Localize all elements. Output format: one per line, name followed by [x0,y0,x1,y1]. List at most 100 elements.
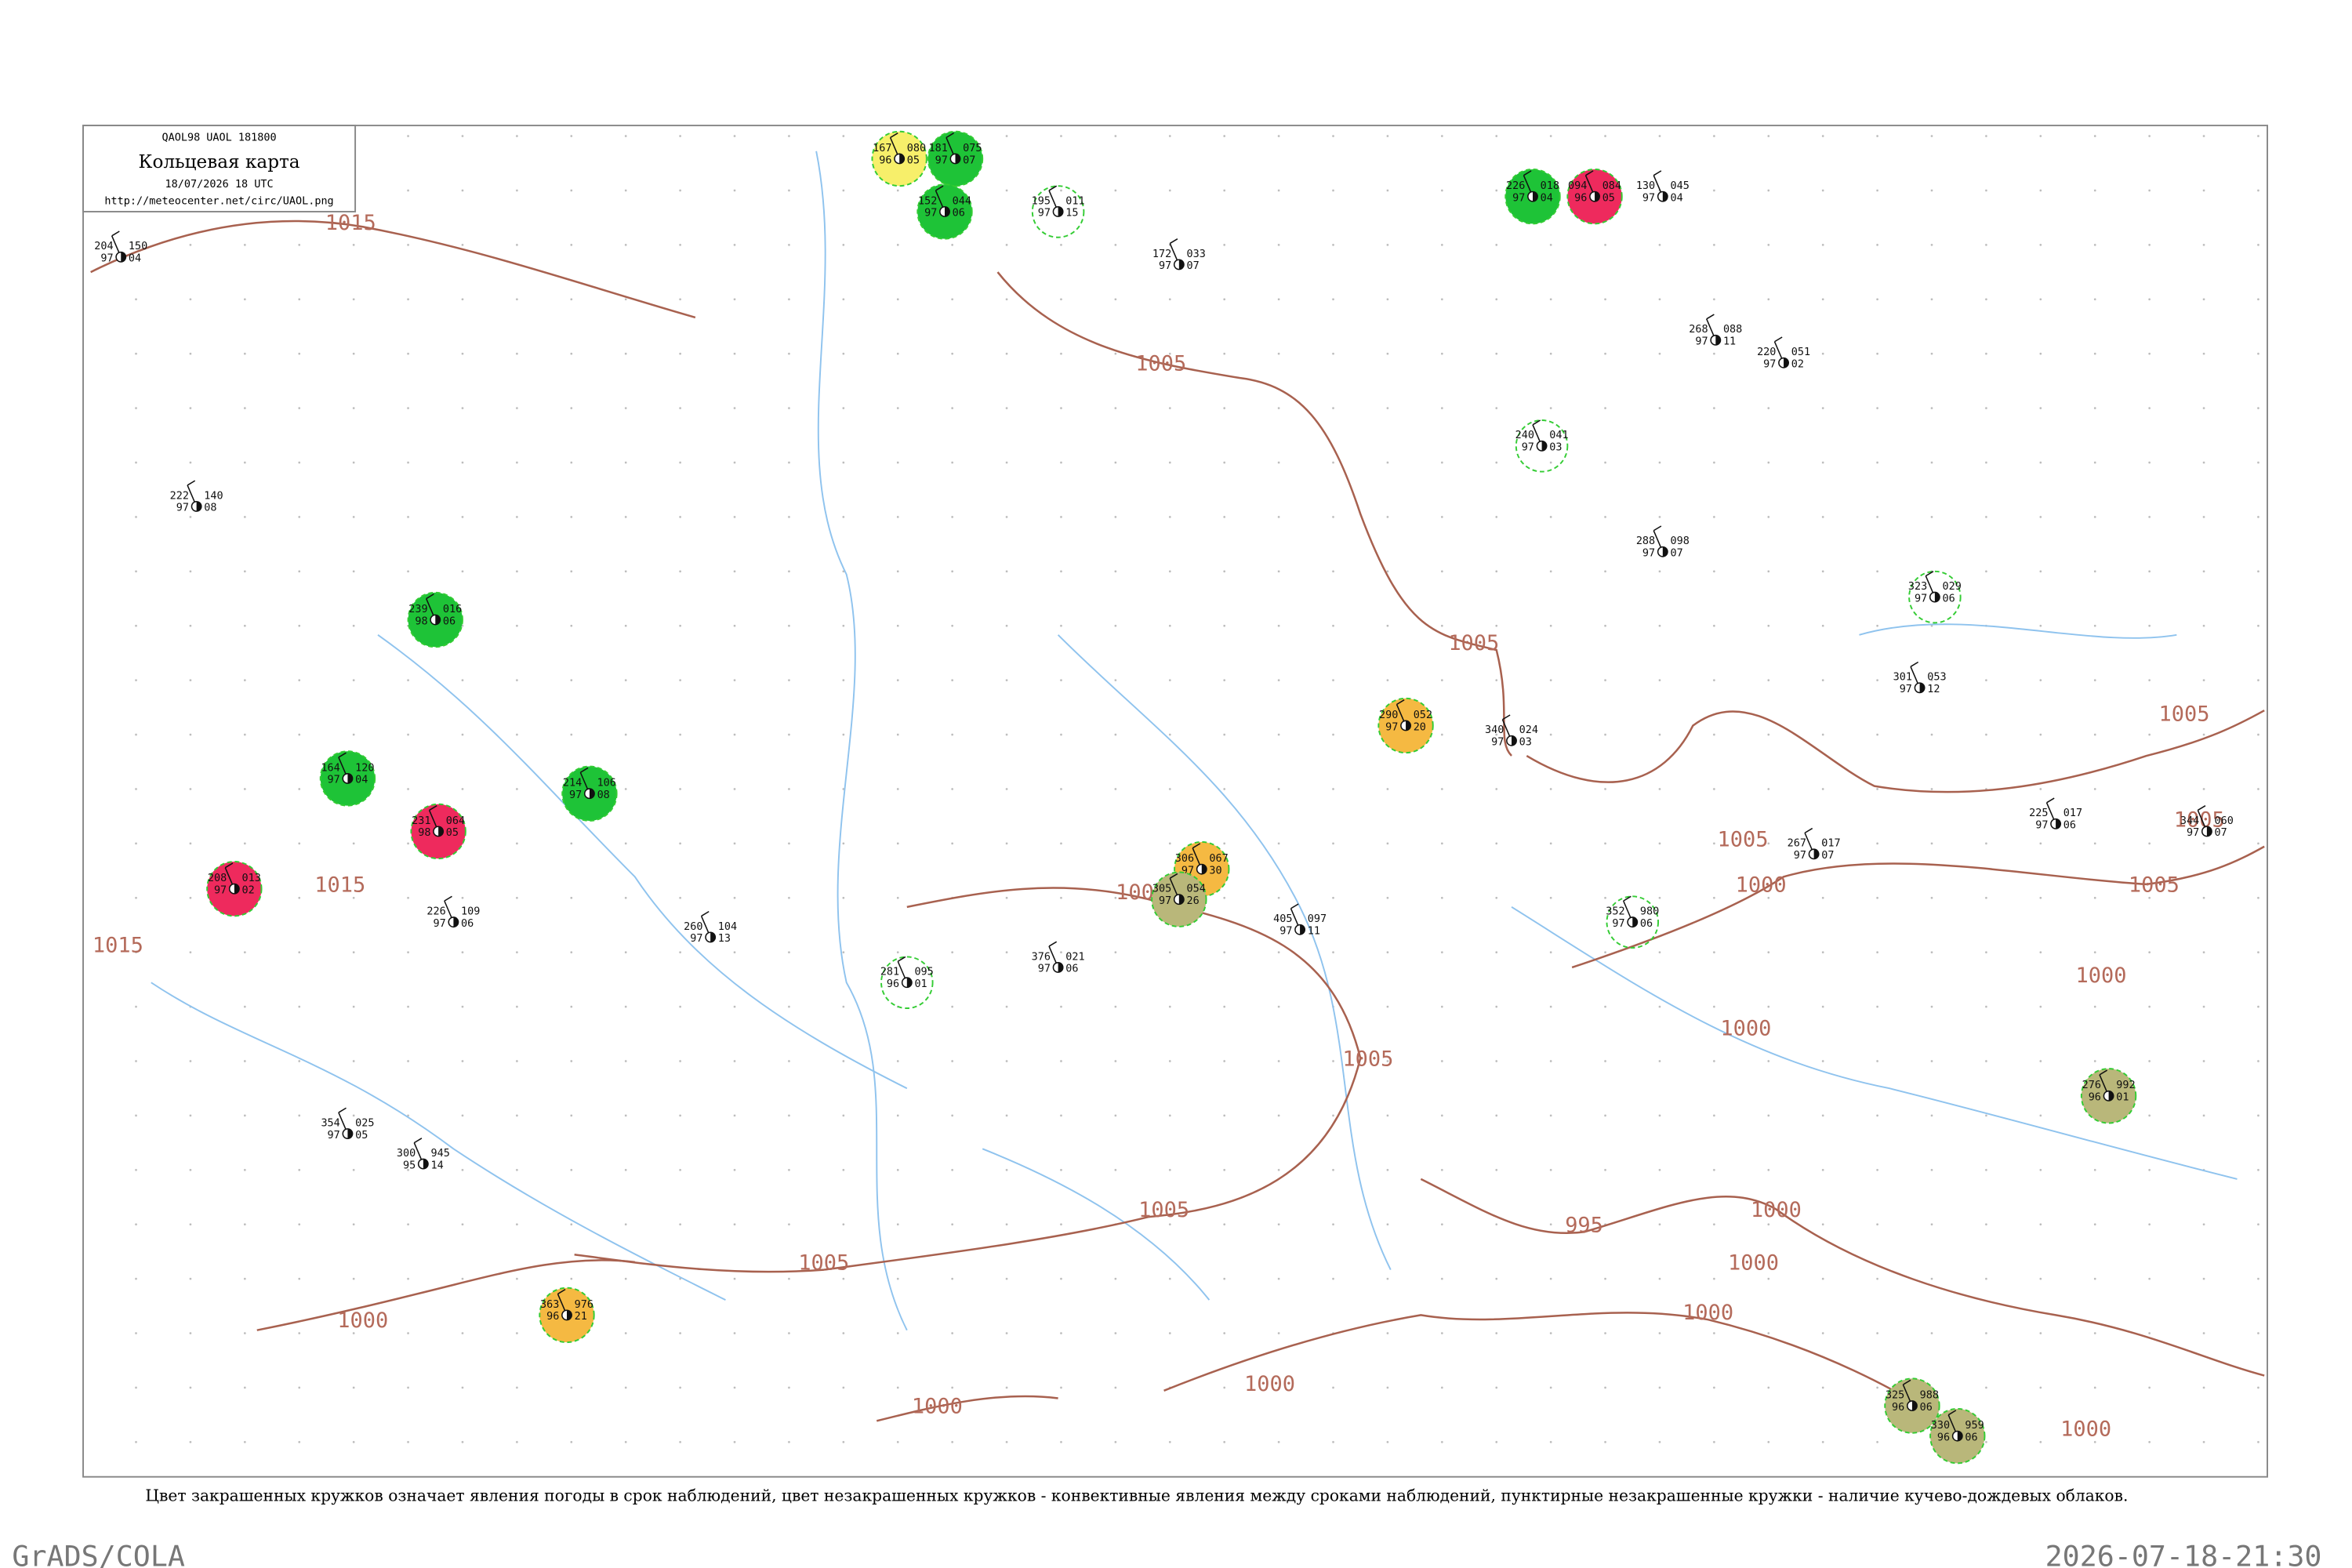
pressure: 097 [1308,913,1327,925]
pressure: 054 [1186,883,1205,895]
temperature: 130 [1636,180,1655,192]
wind-feather [413,1138,423,1144]
visibility: 96 [1892,1401,1904,1414]
pressure: 098 [1670,535,1689,547]
tendency: 02 [1791,358,1804,371]
tendency: 01 [2116,1091,2129,1104]
temperature: 267 [1788,837,1806,850]
wind-feather [1585,170,1594,176]
wind-feather [2046,797,2055,804]
temperature: 352 [1606,905,1624,917]
visibility: 97 [1385,720,1398,733]
isobar-label: 1005 [1135,351,1186,376]
wind-feather [579,767,589,773]
pressure: 021 [1065,950,1084,963]
visibility: 97 [2035,819,2048,832]
temperature: 225 [2029,807,2048,819]
isobar-label: 1005 [1342,1047,1393,1071]
pressure: 976 [575,1298,593,1311]
tendency: 06 [1920,1401,1933,1414]
cloud-fill [121,252,126,262]
visibility: 97 [100,252,113,265]
wind-feather [1910,661,1919,667]
tendency: 07 [1186,260,1199,272]
wind-feather [1653,525,1662,532]
isobar-label: 1015 [93,934,143,958]
cloud-fill [234,884,240,894]
cloud-fill [1595,191,1600,201]
pressure: 109 [461,905,480,917]
wind-feather [224,862,234,869]
cloud-fill [438,826,444,837]
visibility: 97 [1038,207,1051,220]
tendency: 08 [597,789,610,801]
pressure: 013 [241,872,260,884]
pressure: 051 [1791,346,1810,358]
footer-left: GrADS/COLA [12,1539,185,1568]
pressure: 104 [718,920,737,933]
tendency: 02 [241,884,254,896]
cloud-fill [945,206,950,217]
isobar-label: 1005 [2129,873,2180,898]
wind-feather [429,805,437,811]
isobar-labels: 1015 1015 1015 1005 1005 1005 1000 1005 1005 1005… [93,211,2225,1442]
tendency: 11 [1723,336,1736,348]
tendency: 06 [1640,917,1653,930]
tendency: 05 [355,1129,368,1142]
pressure: 052 [1414,709,1432,721]
pressure: 053 [1927,671,1946,684]
cloud-fill [1178,260,1185,270]
temperature: 152 [918,194,937,207]
pressure: 150 [129,240,147,252]
pressure: 033 [1186,248,1205,260]
temperature: 231 [412,815,430,827]
visibility: 97 [434,917,446,930]
wind-feather [935,185,944,191]
pressure: 088 [1723,323,1742,336]
tendency: 07 [1670,547,1682,560]
pressure: 060 [2215,815,2234,827]
visibility: 98 [415,615,427,627]
visibility: 97 [1900,683,1912,695]
cloud-fill [1934,592,1940,602]
pressure: 044 [953,194,971,207]
tendency: 30 [1209,864,1221,877]
cb-ring [1515,419,1569,473]
cloud-fill [1058,962,1063,973]
isobar-label: 1000 [1244,1372,1295,1396]
cloud-fill [347,1128,353,1139]
temperature: 172 [1152,248,1171,260]
tendency: 11 [1308,925,1320,938]
visibility: 95 [403,1159,416,1171]
tendency: 06 [953,207,965,220]
temperature: 340 [1485,724,1504,736]
tendency: 14 [430,1159,443,1171]
isobar-label: 1000 [2075,964,2126,988]
temperature: 208 [208,872,227,884]
temperature: 288 [1636,535,1655,547]
tendency: 06 [1065,963,1078,975]
tendency: 04 [355,774,368,786]
wind-feather [701,910,710,917]
cloud-fill [710,932,716,942]
wind-feather [1774,336,1783,343]
cloud-fill [1957,1431,1962,1441]
visibility: 96 [887,978,899,990]
caption: Цвет закрашенных кружков означает явлени… [145,1486,2128,1505]
visibility: 97 [1642,547,1655,560]
isobar-label: 1000 [337,1308,388,1333]
